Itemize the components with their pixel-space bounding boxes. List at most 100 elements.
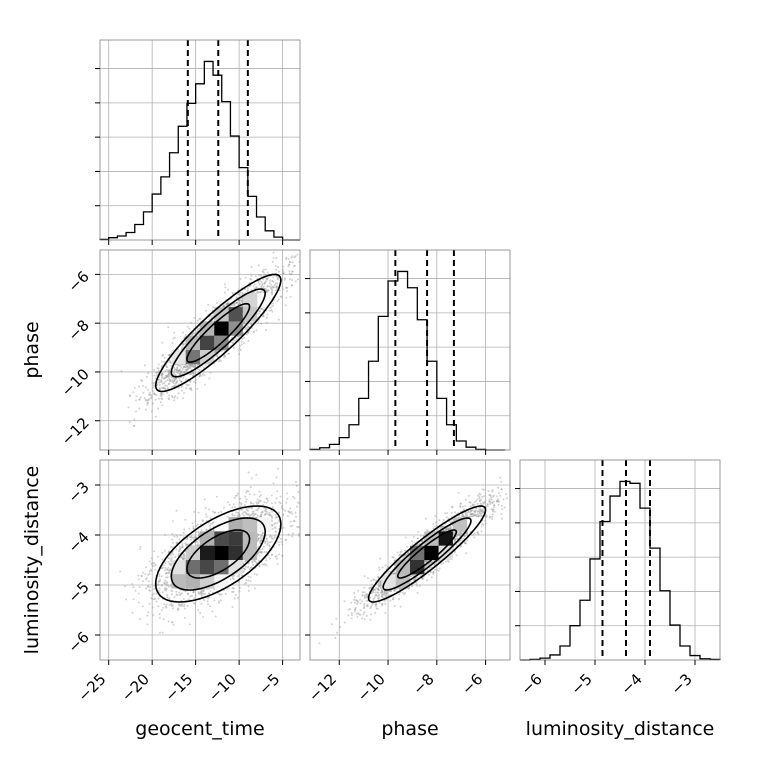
sample-point <box>135 590 137 592</box>
sample-point <box>174 380 176 382</box>
sample-point <box>252 331 254 333</box>
sample-point <box>237 512 239 514</box>
sample-point <box>166 594 168 596</box>
sample-point <box>291 284 293 286</box>
sample-point <box>152 390 154 392</box>
sample-point <box>179 369 181 371</box>
sample-point <box>171 342 173 344</box>
sample-point <box>199 369 201 371</box>
sample-point <box>242 511 244 513</box>
sample-point <box>182 332 184 334</box>
sample-point <box>198 531 200 533</box>
sample-point <box>220 599 222 601</box>
sample-point <box>177 397 179 399</box>
sample-point <box>171 605 173 607</box>
sample-point <box>181 346 183 348</box>
sample-point <box>168 383 170 385</box>
sample-point <box>218 600 220 602</box>
sample-point <box>227 289 229 291</box>
sample-point <box>146 577 148 579</box>
sample-point <box>263 269 265 271</box>
sample-point <box>146 615 148 617</box>
sample-point <box>294 497 296 499</box>
sample-point <box>184 542 186 544</box>
sample-point <box>331 245 333 247</box>
sample-point <box>304 275 306 277</box>
sample-point <box>175 378 177 380</box>
sample-point <box>206 529 208 531</box>
sample-point <box>293 265 295 267</box>
sample-point <box>163 564 165 566</box>
sample-point <box>247 340 249 342</box>
sample-point <box>140 396 142 398</box>
sample-point <box>189 381 191 383</box>
sample-point <box>265 541 267 543</box>
sample-point <box>277 468 279 470</box>
sample-point <box>275 265 277 267</box>
sample-point <box>297 278 299 280</box>
panel-phase-histogram <box>305 250 510 455</box>
sample-point <box>193 602 195 604</box>
sample-point <box>258 264 260 266</box>
sample-point <box>169 362 171 364</box>
sample-point <box>161 361 163 363</box>
sample-point <box>138 408 140 410</box>
sample-point <box>183 598 185 600</box>
sample-point <box>238 353 240 355</box>
sample-point <box>233 503 235 505</box>
sample-point <box>144 364 146 366</box>
sample-point <box>307 220 309 222</box>
sample-point <box>250 486 252 488</box>
sample-point <box>266 317 268 319</box>
sample-point <box>119 571 121 573</box>
sample-point <box>261 563 263 565</box>
sample-point <box>275 289 277 291</box>
sample-point <box>153 375 155 377</box>
sample-point <box>292 496 294 498</box>
sample-point <box>201 529 203 531</box>
sample-point <box>205 507 207 509</box>
sample-point <box>221 594 223 596</box>
sample-point <box>234 597 236 599</box>
sample-point <box>124 585 126 587</box>
sample-point <box>169 380 171 382</box>
sample-point <box>121 370 123 372</box>
sample-point <box>202 519 204 521</box>
sample-point <box>295 280 297 282</box>
sample-point <box>153 593 155 595</box>
sample-point <box>254 560 256 562</box>
sample-point <box>169 354 171 356</box>
sample-point <box>162 607 164 609</box>
sample-point <box>151 411 153 413</box>
sample-point <box>290 246 292 248</box>
sample-point <box>251 477 253 479</box>
sample-point <box>207 600 209 602</box>
sample-point <box>239 587 241 589</box>
sample-point <box>260 500 262 502</box>
sample-point <box>145 409 147 411</box>
sample-point <box>232 342 234 344</box>
sample-point <box>172 607 174 609</box>
sample-point <box>280 538 282 540</box>
sample-point <box>183 528 185 530</box>
sample-point <box>167 576 169 578</box>
sample-point <box>186 365 188 367</box>
sample-point <box>176 510 178 512</box>
sample-point <box>259 283 261 285</box>
sample-point <box>152 614 154 616</box>
sample-point <box>166 385 168 387</box>
sample-point <box>292 533 294 535</box>
sample-point <box>163 582 165 584</box>
sample-point <box>161 355 163 357</box>
sample-point <box>187 326 189 328</box>
sample-point <box>263 551 265 553</box>
sample-point <box>282 288 284 290</box>
histogram-step-geocent_time <box>100 61 300 240</box>
sample-point <box>284 279 286 281</box>
sample-point <box>216 355 218 357</box>
sample-point <box>161 575 163 577</box>
sample-point <box>149 560 151 562</box>
sample-point <box>245 566 247 568</box>
sample-point <box>162 404 164 406</box>
sample-point <box>165 607 167 609</box>
